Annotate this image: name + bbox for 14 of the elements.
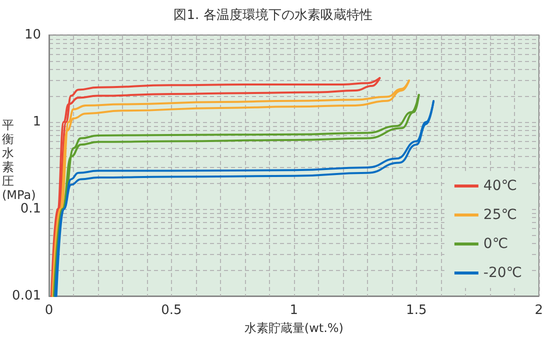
y-tick-label: 10	[24, 28, 41, 42]
x-tick-label: 2	[534, 303, 544, 318]
x-tick-label: 0.5	[161, 303, 182, 318]
y-tick-label: 0.01	[12, 288, 41, 304]
legend-label: 25℃	[483, 207, 517, 223]
x-tick-label: 0	[44, 303, 54, 318]
chart-title: 図1. 各温度環境下の水素吸蔵特性	[174, 7, 372, 23]
x-tick-label: 1	[290, 303, 298, 318]
legend-label: 0℃	[483, 236, 508, 252]
x-tick-label: 1.5	[406, 303, 427, 318]
y-tick-label: 0.1	[20, 202, 41, 216]
legend-label: 40℃	[483, 178, 517, 194]
legend-label: -20℃	[483, 265, 522, 281]
x-axis-title: 水素貯蔵量(wt.%)	[244, 321, 344, 335]
